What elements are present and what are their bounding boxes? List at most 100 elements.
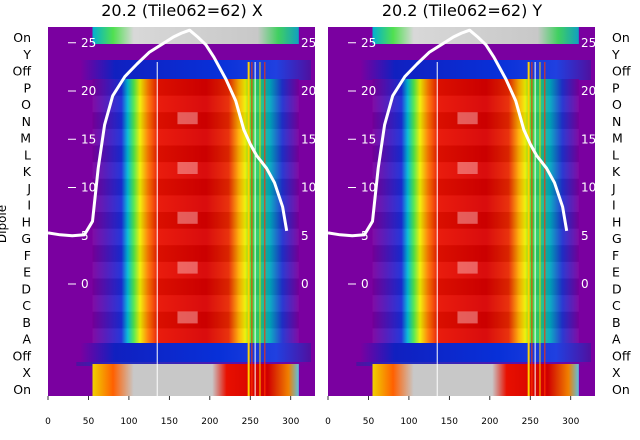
x-tick-label: 100 [400,417,417,427]
overlay-tick-label: 15 [301,132,316,146]
x-tick-label: 50 [363,417,375,427]
overlay-tick-label: 25 [581,36,596,50]
heatmap-row [372,162,579,179]
heatmap-band-on-bottom [372,364,579,396]
x-tick-label: 0 [325,417,331,427]
overlay-curve [47,28,289,238]
heatmap-row [92,195,299,212]
heatmap-row [372,178,579,196]
row-label-right: Y [611,47,620,62]
row-label-left: O [21,97,31,112]
heatmap-row [372,128,579,146]
row-label-left: I [27,198,31,213]
row-label-left: C [22,298,31,313]
heatmap-row [92,128,299,146]
heatmap-row [92,261,299,279]
overlay-tick-label: 15 [81,132,96,146]
row-label-left: B [22,315,31,330]
row-label-right: X [612,365,621,380]
overlay-tick-label: 25 [361,36,376,50]
heatmap-row [92,162,299,179]
x-tick-label: 300 [562,417,579,427]
row-label-right: On [612,382,630,397]
row-label-right: I [612,198,616,213]
overlay-tick-label: 0 [361,277,369,291]
x-tick-label: 150 [441,417,458,427]
row-label-left: E [23,265,31,280]
heatmap-row [92,145,299,163]
y-axis-label: Dipole [0,205,9,243]
heatmap-row [372,261,579,279]
overlay-tick-label: 0 [581,277,589,291]
overlay-tick-label: 5 [301,229,309,243]
row-label-left: D [21,281,31,296]
row-label-right: M [612,131,623,146]
row-label-left: K [23,164,32,179]
overlay-tick-label: 20 [581,84,596,98]
heatmap-spot [457,112,478,125]
row-label-right: On [612,30,630,45]
row-label-right: N [612,114,621,129]
heatmap-spot [177,261,198,274]
row-label-left: On [13,30,31,45]
heatmap-band-off-top [80,60,311,80]
overlay-tick-label: 20 [301,84,316,98]
heatmap-spot [177,112,198,125]
row-label-right: Off [612,64,631,79]
row-label-right: G [612,231,622,246]
heatmap-row [372,195,579,212]
x-tick-label: 50 [83,417,95,427]
overlay-tick-label: 15 [361,132,376,146]
heatmap-spot [457,261,478,274]
row-label-left: On [13,382,31,397]
row-label-right: H [612,214,621,229]
heatmap-row [372,245,579,262]
x-tick-label: 250 [242,417,259,427]
heatmap-row [92,245,299,262]
panel-title: 20.2 (Tile062=62) X [101,1,263,20]
heatmap-row [92,112,299,129]
x-tick-label: 300 [282,417,299,427]
overlay-curve [327,28,569,238]
x-tick-label: 0 [45,417,51,427]
heatmap-row [372,295,579,312]
row-label-right: O [612,97,622,112]
row-label-right: B [612,315,621,330]
panel-title: 20.2 (Tile062=62) Y [382,1,543,20]
overlay-tick-label: 25 [301,36,316,50]
overlay-tick-label: 20 [81,84,96,98]
overlay-tick-label: 25 [81,36,96,50]
overlay-tick-label: 0 [81,277,89,291]
overlay-tick-label: 10 [581,181,596,195]
heatmap-band-on-bottom [92,364,299,396]
heatmap-band-off-bottom [360,343,591,363]
overlay-tick-label: 10 [361,181,376,195]
heatmap-row [372,145,579,163]
x-tick-label: 100 [120,417,137,427]
row-label-right: L [612,147,619,162]
heatmap-row [92,328,299,345]
overlay-tick-label: 10 [81,181,96,195]
heatmap-row [92,212,299,229]
row-label-left: J [26,181,31,196]
row-label-left: G [21,231,31,246]
row-label-left: F [24,248,31,263]
row-label-left: A [22,332,31,347]
heatmap-row [372,278,579,296]
heatmap-spot [457,162,478,174]
row-label-left: N [22,114,31,129]
x-tick-label: 250 [522,417,539,427]
row-label-left: X [22,365,31,380]
row-label-left: Off [13,348,32,363]
row-label-right: P [612,80,620,95]
x-tick-label: 200 [201,417,218,427]
heatmap-row [372,95,579,113]
row-label-right: E [612,265,620,280]
row-label-left: H [22,214,31,229]
x-axis: 0 50 100 150 200 250 300 0 50 100 150 200 250 300 [45,396,580,427]
row-label-right: J [611,181,616,196]
row-label-right: Off [612,348,631,363]
row-label-left: P [23,80,31,95]
